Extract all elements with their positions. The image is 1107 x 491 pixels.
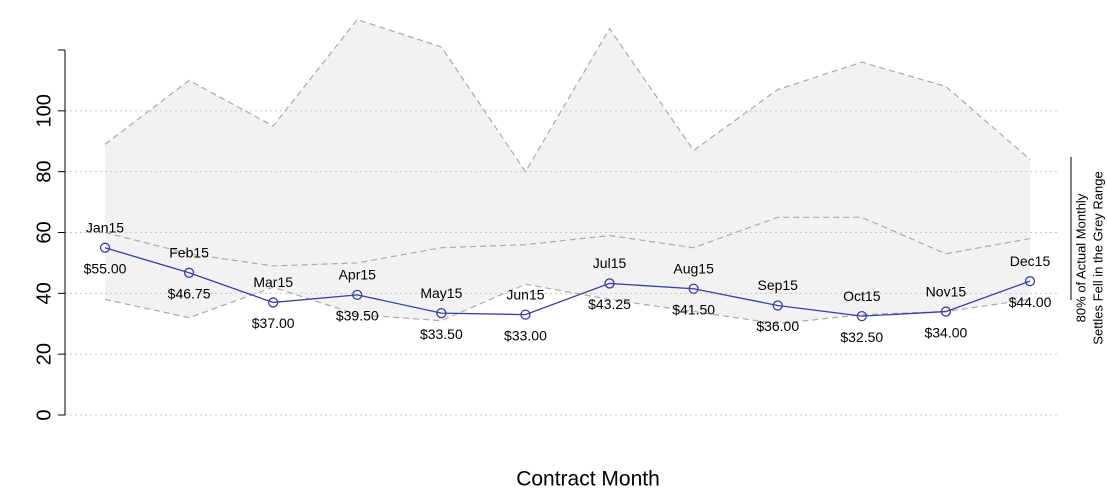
point (604, 278, 615, 289)
value-label: $46.75 (168, 286, 211, 302)
value-label: $44.00 (1009, 294, 1052, 310)
point (352, 289, 363, 301)
category-label: Mar15 (253, 274, 293, 290)
y-tick-label: 80 (33, 161, 55, 183)
category-label: Nov15 (926, 283, 967, 299)
point (940, 306, 952, 317)
x-axis-label: Contract Month (516, 468, 660, 491)
line (104, 247, 1031, 317)
range-middle-line (104, 216, 1031, 267)
category-label: Sep15 (757, 277, 798, 293)
category-label: Aug15 (673, 260, 714, 276)
annotation: Settles Fell in the Grey Range (1090, 171, 1105, 344)
y-tick-label: 100 (33, 94, 55, 127)
value-label: $36.00 (756, 318, 799, 334)
category-label: Feb15 (169, 245, 209, 261)
value-label: $32.50 (840, 329, 883, 345)
value-label: $37.00 (252, 315, 295, 331)
y-tick-label: 0 (33, 409, 55, 420)
category-label: Jan15 (86, 219, 124, 235)
point (520, 309, 531, 320)
value-label: $39.50 (336, 308, 379, 324)
category-label: Apr15 (339, 267, 377, 283)
category-label: May15 (420, 285, 462, 301)
point (183, 267, 195, 278)
point (436, 307, 447, 319)
y-tick-label: 20 (33, 343, 55, 365)
value-label: $55.00 (84, 260, 127, 276)
annotation: 80% of Actual Monthly (1073, 193, 1088, 322)
category-label: Dec15 (1010, 253, 1051, 269)
point (99, 242, 111, 253)
category-label: Jun15 (506, 286, 544, 302)
y-tick-label: 60 (33, 221, 55, 243)
value-label: $34.00 (924, 324, 967, 340)
category-label: Jul15 (593, 255, 627, 271)
range-upper-line (104, 18, 1031, 173)
range-area (105, 19, 1030, 324)
value-label: $33.50 (420, 326, 463, 342)
category-label: Oct15 (843, 288, 881, 304)
value-label: $33.00 (504, 327, 547, 343)
point (772, 300, 783, 311)
point (268, 297, 279, 308)
value-label: $43.25 (588, 296, 631, 312)
range-lower-line (104, 283, 1031, 325)
value-label: $41.50 (672, 301, 715, 317)
y-tick-label: 40 (33, 282, 55, 304)
point (1024, 276, 1036, 287)
point (688, 283, 699, 294)
point (856, 310, 867, 322)
